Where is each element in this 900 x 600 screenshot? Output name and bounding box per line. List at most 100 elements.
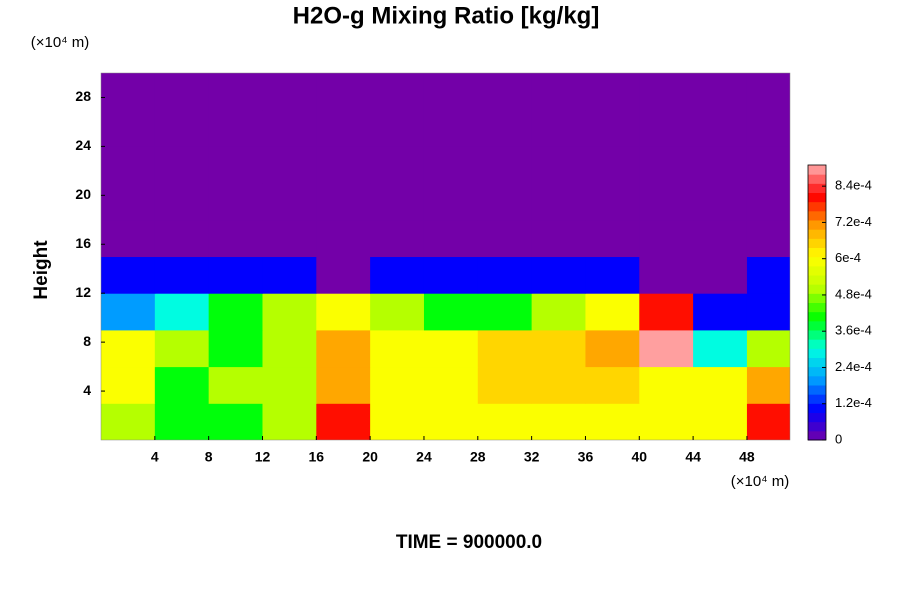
cell xyxy=(101,183,156,221)
cell xyxy=(477,293,533,331)
cell xyxy=(208,109,263,147)
cell xyxy=(316,403,371,440)
colorbar-level xyxy=(808,394,826,404)
cell xyxy=(423,109,479,147)
cell xyxy=(208,146,263,184)
cell xyxy=(746,293,790,331)
cell xyxy=(746,183,790,221)
cell xyxy=(262,73,317,111)
cell xyxy=(477,219,533,257)
cell xyxy=(101,293,156,331)
colorbar-level xyxy=(808,238,826,248)
cell xyxy=(316,109,371,147)
cell xyxy=(477,403,533,440)
x-tick-label: 44 xyxy=(685,449,701,465)
cell xyxy=(316,329,371,368)
cell xyxy=(531,183,586,221)
cell xyxy=(746,219,790,257)
cell xyxy=(208,329,263,368)
cell xyxy=(208,293,263,331)
y-unit: (×10⁴ m) xyxy=(31,34,90,51)
cell xyxy=(639,366,694,404)
colorbar-tick-label: 1.2e-4 xyxy=(835,395,872,410)
cell xyxy=(316,146,371,184)
cell xyxy=(370,109,425,147)
cell xyxy=(693,183,748,221)
cell xyxy=(693,366,748,404)
cell xyxy=(639,73,694,111)
x-tick-label: 20 xyxy=(362,449,378,465)
colorbar-level xyxy=(808,311,826,322)
cell xyxy=(477,109,533,147)
cell xyxy=(585,219,640,257)
cell xyxy=(531,73,586,111)
cell xyxy=(423,293,479,331)
cell xyxy=(423,183,479,221)
cell xyxy=(101,256,156,294)
cell xyxy=(154,183,210,221)
cell xyxy=(101,403,156,440)
cell xyxy=(639,183,694,221)
cell xyxy=(693,73,748,111)
cell xyxy=(262,146,317,184)
x-tick-label: 8 xyxy=(205,449,213,465)
cell xyxy=(370,329,425,368)
colorbar-level xyxy=(808,339,826,349)
cell xyxy=(423,73,479,111)
cell xyxy=(370,73,425,111)
cell xyxy=(531,293,586,331)
colorbar-tick-label: 4.8e-4 xyxy=(835,286,872,301)
colorbar-level xyxy=(808,421,826,432)
colorbar-level xyxy=(808,430,826,441)
x-unit: (×10⁴ m) xyxy=(731,473,790,490)
cell xyxy=(154,293,210,331)
cell xyxy=(423,403,479,440)
colorbar-level xyxy=(808,201,826,212)
colorbar-level xyxy=(808,348,826,358)
cell xyxy=(154,366,210,404)
cell xyxy=(423,219,479,257)
heatmap xyxy=(101,73,790,440)
x-tick-label: 40 xyxy=(631,449,647,465)
colorbar-level xyxy=(808,247,826,258)
cell xyxy=(693,219,748,257)
colorbar-level xyxy=(808,357,826,368)
cell xyxy=(585,329,640,368)
cell xyxy=(639,256,694,294)
cell xyxy=(154,219,210,257)
cell xyxy=(262,293,317,331)
cell xyxy=(316,366,371,404)
cell xyxy=(262,256,317,294)
x-tick-label: 32 xyxy=(524,449,540,465)
cell xyxy=(101,329,156,368)
cell xyxy=(693,293,748,331)
x-tick-label: 36 xyxy=(578,449,594,465)
cell xyxy=(370,293,425,331)
colorbar-level xyxy=(808,293,826,303)
cell xyxy=(262,109,317,147)
y-axis-label: Height xyxy=(31,240,52,300)
colorbar-level xyxy=(808,385,826,395)
cell xyxy=(208,183,263,221)
chart-title: H2O-g Mixing Ratio [kg/kg] xyxy=(293,2,600,29)
cell xyxy=(370,366,425,404)
cell xyxy=(746,256,790,294)
colorbar-level xyxy=(808,284,826,294)
colorbar-level xyxy=(808,220,826,230)
cell xyxy=(316,293,371,331)
cell xyxy=(262,219,317,257)
cell xyxy=(639,329,694,368)
cell xyxy=(262,183,317,221)
cell xyxy=(746,73,790,111)
cell xyxy=(585,73,640,111)
cell xyxy=(423,256,479,294)
cell xyxy=(746,329,790,368)
cell xyxy=(370,146,425,184)
cell xyxy=(531,366,586,404)
cell xyxy=(639,146,694,184)
colorbar-level xyxy=(808,174,826,184)
cell xyxy=(585,366,640,404)
colorbar-level xyxy=(808,375,826,386)
cell xyxy=(585,183,640,221)
